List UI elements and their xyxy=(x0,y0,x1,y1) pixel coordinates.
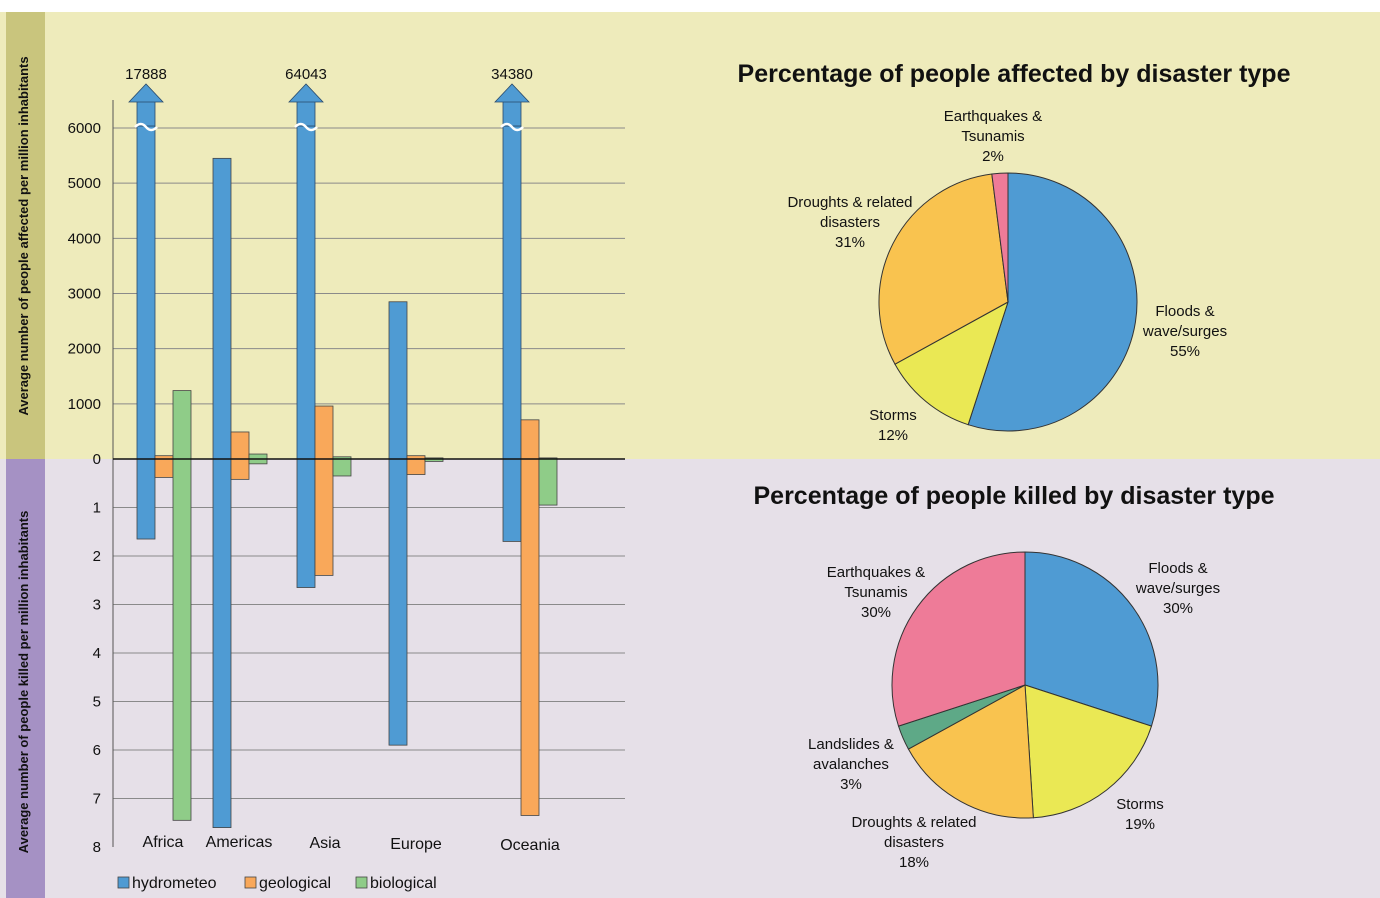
pie-slice-label: Storms 19% xyxy=(1116,796,1164,833)
pie-slice-label: Storms 12% xyxy=(869,407,917,444)
tick-labels: 6000 5000 4000 3000 2000 1000 0 1 2 3 4 5 6 7 8 xyxy=(68,120,101,856)
y-tick-label: 8 xyxy=(93,839,101,856)
bar-killed-geological xyxy=(154,458,174,478)
bar-affected-geological xyxy=(314,405,334,460)
bar-affected-hydrometeo xyxy=(136,125,156,460)
legend-label-biological: biological xyxy=(370,875,437,892)
legend-swatch-biological xyxy=(355,876,368,889)
axis-break-mark xyxy=(500,122,524,132)
y-tick-label: 7 xyxy=(93,791,101,808)
bar-killed-geological xyxy=(520,458,540,816)
legend-label-hydrometeo: hydrometeo xyxy=(132,875,217,892)
y-tick-label: 0 xyxy=(93,451,101,468)
legend: hydrometeo geological biological xyxy=(117,875,437,892)
x-category-label: Oceania xyxy=(500,837,560,854)
pie-slice-label: Droughts & related disasters 18% xyxy=(851,814,976,871)
y-tick-label: 5 xyxy=(93,694,101,711)
bar-group: 17888 64043 34380 xyxy=(113,66,625,829)
y-axis-label-affected: Average number of people affected per mi… xyxy=(16,56,31,415)
category-labels: Africa Americas Asia Europe Oceania xyxy=(143,834,560,854)
pie-slice-earthquakes xyxy=(991,172,1009,303)
bar-killed-hydrometeo xyxy=(296,458,316,588)
y-tick-label: 2000 xyxy=(68,341,101,358)
pie-slice-label: Earthquakes & Tsunamis 2% xyxy=(944,108,1042,165)
legend-label-geological: geological xyxy=(259,875,331,892)
x-category-label: Americas xyxy=(206,834,273,851)
pie-slice-label: Earthquakes & Tsunamis 30% xyxy=(827,564,925,621)
pie-slice-label: Floods & wave/surges 30% xyxy=(1135,560,1220,617)
bar-killed-hydrometeo xyxy=(502,458,522,542)
pie-killed-title: Percentage of people killed by disaster … xyxy=(753,482,1274,510)
overflow-arrow-icon xyxy=(128,83,164,103)
overflow-arrow-icon xyxy=(494,83,530,103)
x-category-label: Asia xyxy=(309,835,340,852)
axis-break-mark xyxy=(134,122,158,132)
x-category-label: Africa xyxy=(143,834,184,851)
pie-slice-storms xyxy=(894,300,1009,426)
overflow-arrow-shaft xyxy=(502,100,522,127)
x-category-label: Europe xyxy=(390,836,442,853)
bar-killed-hydrometeo xyxy=(388,458,408,746)
bar-killed-hydrometeo xyxy=(136,458,156,540)
pie-affected-title: Percentage of people affected by disaste… xyxy=(738,60,1291,88)
y-tick-label: 1000 xyxy=(68,396,101,413)
overflow-value-label: 17888 xyxy=(125,66,167,83)
bar-affected-geological xyxy=(520,419,540,460)
overflow-arrow-shaft xyxy=(296,100,316,127)
overflow-value-label: 34380 xyxy=(491,66,533,83)
overflow-value-label: 64043 xyxy=(285,66,327,83)
pie-slice-label: Droughts & related disasters 31% xyxy=(787,194,912,251)
pie-slice-earthquakes xyxy=(891,551,1026,727)
pie-killed: Floods & wave/surges 30% Storms 19% Droughts … xyxy=(808,551,1220,871)
y-tick-label: 4000 xyxy=(68,230,101,247)
pie-slice-label: Floods & wave/surges 55% xyxy=(1142,303,1227,360)
y-tick-label: 1 xyxy=(93,500,101,517)
pie-affected: Floods & wave/surges 55% Storms 12% Droughts … xyxy=(787,108,1227,444)
gridlines xyxy=(112,100,625,847)
y-tick-label: 6000 xyxy=(68,120,101,137)
bar-affected-biological xyxy=(172,390,192,460)
axis-break-mark xyxy=(294,122,318,132)
overflow-arrow-icon xyxy=(288,83,324,103)
y-tick-label: 2 xyxy=(93,548,101,565)
pie-slice-droughts xyxy=(878,173,1009,365)
killed-label-band xyxy=(6,459,45,898)
bar-affected-hydrometeo xyxy=(388,301,408,460)
pie-slice-label: Landslides & avalanches 3% xyxy=(808,736,894,793)
y-tick-label: 6 xyxy=(93,742,101,759)
y-tick-label: 3 xyxy=(93,597,101,614)
bar-affected-hydrometeo xyxy=(296,125,316,460)
bar-killed-biological xyxy=(172,458,192,821)
y-axis-label-killed: Average number of people killed per mill… xyxy=(16,511,31,854)
pie-slice-droughts xyxy=(907,684,1034,819)
legend-swatch-hydrometeo xyxy=(117,876,130,889)
pie-slice-floods xyxy=(1024,551,1159,727)
overflow-arrow-shaft xyxy=(136,100,156,127)
pie-slice-storms xyxy=(1024,684,1153,819)
y-tick-label: 5000 xyxy=(68,175,101,192)
bar-killed-geological xyxy=(314,458,334,576)
pie-slice-floods xyxy=(967,172,1138,432)
legend-swatch-geological xyxy=(244,876,257,889)
bar-affected-hydrometeo xyxy=(502,125,522,460)
bar-affected-hydrometeo xyxy=(212,157,232,460)
bar-killed-geological xyxy=(230,458,250,480)
bar-affected-geological xyxy=(230,431,250,460)
affected-label-band xyxy=(6,12,45,459)
y-tick-label: 4 xyxy=(93,645,101,662)
y-tick-label: 3000 xyxy=(68,286,101,303)
bar-killed-geological xyxy=(406,458,426,475)
bar-killed-biological xyxy=(538,458,558,506)
bar-killed-biological xyxy=(332,458,352,477)
bar-killed-hydrometeo xyxy=(212,458,232,829)
killed-band xyxy=(0,459,1380,898)
